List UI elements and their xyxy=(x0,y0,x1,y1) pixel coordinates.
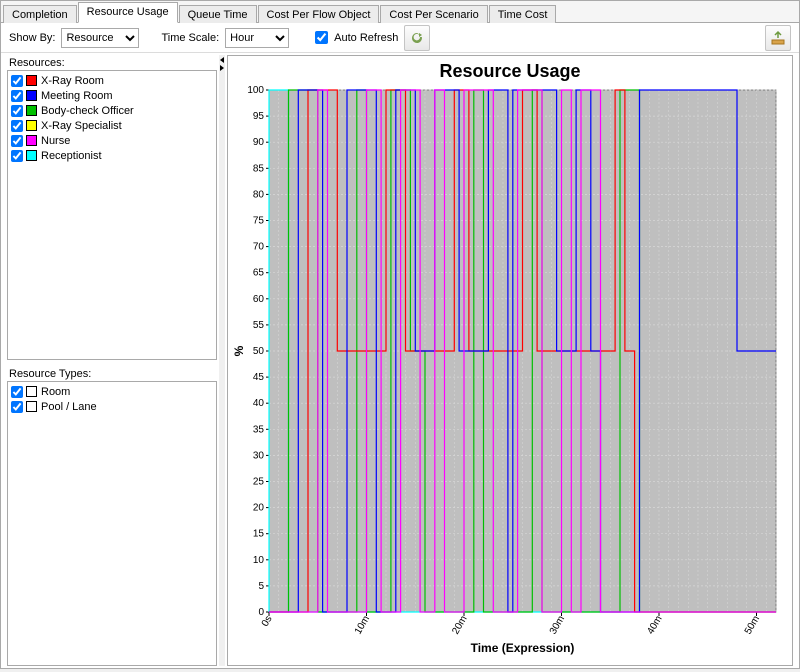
svg-text:20m: 20m xyxy=(450,614,469,636)
list-item-checkbox[interactable] xyxy=(11,105,23,117)
list-item[interactable]: Meeting Room xyxy=(10,88,214,103)
svg-text:55: 55 xyxy=(253,320,265,331)
toolbar: Show By: Resource Time Scale: Hour Auto … xyxy=(1,23,799,53)
list-item-label: Nurse xyxy=(41,135,70,147)
chart-area: 0510152025303540455055606570758085909510… xyxy=(231,86,789,662)
svg-text:100: 100 xyxy=(247,86,264,96)
resource-types-label: Resource Types: xyxy=(7,366,217,381)
tab-cost-per-scenario[interactable]: Cost Per Scenario xyxy=(380,5,487,23)
svg-text:5: 5 xyxy=(258,581,264,592)
list-item[interactable]: X-Ray Specialist xyxy=(10,118,214,133)
svg-text:50: 50 xyxy=(253,346,265,357)
list-item-checkbox[interactable] xyxy=(11,120,23,132)
color-swatch xyxy=(26,120,37,131)
list-item-label: X-Ray Room xyxy=(41,75,104,87)
list-item-label: Pool / Lane xyxy=(41,401,97,413)
chart-container: Resource Usage 0510152025303540455055606… xyxy=(227,55,793,666)
auto-refresh-checkbox[interactable]: Auto Refresh xyxy=(311,28,398,47)
color-swatch xyxy=(26,150,37,161)
svg-text:95: 95 xyxy=(253,111,265,122)
svg-text:10: 10 xyxy=(253,555,265,566)
svg-text:65: 65 xyxy=(253,268,265,279)
svg-text:10m: 10m xyxy=(353,614,372,636)
svg-text:25: 25 xyxy=(253,477,265,488)
svg-text:45: 45 xyxy=(253,372,265,383)
list-item[interactable]: Nurse xyxy=(10,133,214,148)
svg-text:Time (Expression): Time (Expression) xyxy=(471,641,575,655)
time-scale-select[interactable]: Hour xyxy=(225,28,289,48)
list-item[interactable]: Room xyxy=(10,384,214,399)
color-swatch xyxy=(26,135,37,146)
resources-label: Resources: xyxy=(7,55,217,70)
splitter[interactable] xyxy=(219,55,225,666)
color-swatch xyxy=(26,105,37,116)
svg-text:15: 15 xyxy=(253,529,265,540)
list-item[interactable]: X-Ray Room xyxy=(10,73,214,88)
chart-title: Resource Usage xyxy=(231,59,789,86)
chart-svg: 0510152025303540455055606570758085909510… xyxy=(231,86,786,656)
list-item-checkbox[interactable] xyxy=(11,150,23,162)
auto-refresh-label: Auto Refresh xyxy=(334,32,398,44)
show-by-select[interactable]: Resource xyxy=(61,28,139,48)
list-item-label: Room xyxy=(41,386,70,398)
right-panel: Resource Usage 0510152025303540455055606… xyxy=(227,55,793,666)
svg-text:80: 80 xyxy=(253,189,265,200)
splitter-grip-icon xyxy=(219,57,225,71)
svg-text:60: 60 xyxy=(253,294,265,305)
time-scale-label: Time Scale: xyxy=(161,32,219,44)
color-swatch xyxy=(26,75,37,86)
svg-text:85: 85 xyxy=(253,163,265,174)
tab-resource-usage[interactable]: Resource Usage xyxy=(78,2,178,23)
auto-refresh-input[interactable] xyxy=(315,31,328,44)
svg-text:35: 35 xyxy=(253,424,265,435)
export-button[interactable] xyxy=(765,25,791,51)
list-item[interactable]: Body-check Officer xyxy=(10,103,214,118)
list-item-label: X-Ray Specialist xyxy=(41,120,122,132)
svg-text:75: 75 xyxy=(253,216,265,227)
resource-types-list[interactable]: Room Pool / Lane xyxy=(7,381,217,666)
svg-text:40m: 40m xyxy=(645,614,664,636)
resources-list[interactable]: X-Ray Room Meeting Room Body-check Officer… xyxy=(7,70,217,360)
app-window: CompletionResource UsageQueue TimeCost P… xyxy=(0,0,800,669)
list-item-checkbox[interactable] xyxy=(11,401,23,413)
tab-strip: CompletionResource UsageQueue TimeCost P… xyxy=(1,1,799,23)
show-by-label: Show By: xyxy=(9,32,55,44)
content: Resources: X-Ray Room Meeting Room Body-ch… xyxy=(1,53,799,672)
color-swatch xyxy=(26,90,37,101)
list-item[interactable]: Receptionist xyxy=(10,148,214,163)
tab-cost-per-flow-object[interactable]: Cost Per Flow Object xyxy=(258,5,380,23)
color-swatch xyxy=(26,401,37,412)
list-item-label: Meeting Room xyxy=(41,90,113,102)
svg-text:20: 20 xyxy=(253,503,265,514)
svg-text:90: 90 xyxy=(253,137,265,148)
svg-text:%: % xyxy=(232,345,246,356)
list-item-label: Body-check Officer xyxy=(41,105,134,117)
list-item-label: Receptionist xyxy=(41,150,102,162)
tab-queue-time[interactable]: Queue Time xyxy=(179,5,257,23)
svg-text:30: 30 xyxy=(253,450,265,461)
svg-text:50m: 50m xyxy=(743,614,762,636)
list-item-checkbox[interactable] xyxy=(11,135,23,147)
list-item[interactable]: Pool / Lane xyxy=(10,399,214,414)
left-panel: Resources: X-Ray Room Meeting Room Body-ch… xyxy=(7,55,217,666)
export-icon xyxy=(770,30,786,46)
list-item-checkbox[interactable] xyxy=(11,90,23,102)
tab-time-cost[interactable]: Time Cost xyxy=(489,5,557,23)
svg-text:70: 70 xyxy=(253,242,265,253)
refresh-button[interactable] xyxy=(404,25,430,51)
svg-text:30m: 30m xyxy=(548,614,567,636)
tab-completion[interactable]: Completion xyxy=(3,5,77,23)
list-item-checkbox[interactable] xyxy=(11,386,23,398)
list-item-checkbox[interactable] xyxy=(11,75,23,87)
refresh-icon xyxy=(409,30,425,46)
color-swatch xyxy=(26,386,37,397)
svg-text:40: 40 xyxy=(253,398,265,409)
